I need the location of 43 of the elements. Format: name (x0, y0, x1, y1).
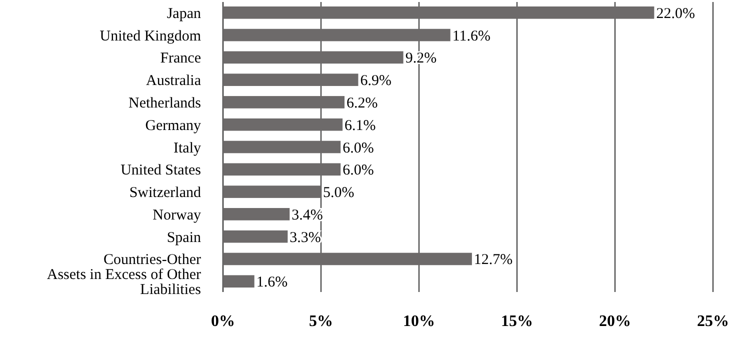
y-tick-label: Norway (152, 207, 202, 224)
bar (223, 74, 358, 86)
bar (223, 140, 341, 154)
x-tick-label: 10% (403, 313, 435, 330)
data-label: 11.6% (452, 28, 491, 44)
bar (223, 186, 321, 198)
data-label: 1.6% (256, 274, 288, 291)
x-tick-label: 25% (697, 313, 729, 330)
data-label: 6.0% (342, 162, 374, 179)
data-label: 6.1% (344, 118, 376, 134)
x-tick-label: 0% (211, 313, 235, 330)
y-tick-label: France (160, 50, 202, 67)
y-tick-label: Germany (145, 118, 202, 134)
y-tick-label: Spain (166, 230, 202, 246)
data-label: 6.2% (346, 95, 378, 112)
y-tick-label: United Kingdom (100, 28, 202, 44)
y-tick-label: United States (120, 162, 202, 179)
x-tick-label: 5% (309, 313, 333, 330)
data-label: 3.3% (290, 230, 321, 246)
bar (223, 252, 472, 266)
x-tick-label: 15% (501, 313, 533, 330)
bar (223, 6, 654, 19)
bar (223, 96, 345, 108)
y-tick-label: Assets in Excess of Other Liabilities (46, 267, 202, 298)
y-tick-label: Switzerland (129, 185, 202, 202)
bar (223, 118, 343, 131)
bar (223, 28, 450, 42)
y-tick-label: Netherlands (128, 95, 202, 112)
y-tick-label: Countries-Other (104, 252, 201, 268)
bar (223, 51, 404, 64)
bar (223, 208, 290, 220)
bar (223, 230, 288, 243)
data-label: 22.0% (656, 6, 695, 22)
bar (223, 163, 341, 176)
data-label: 12.7% (474, 252, 513, 268)
data-label: 5.0% (323, 185, 354, 202)
bar (223, 275, 254, 288)
x-tick-label: 20% (599, 313, 631, 330)
y-tick-label: Italy (174, 140, 202, 156)
y-tick-label: Japan (166, 6, 202, 22)
data-label: 6.9% (360, 73, 392, 90)
data-label: 6.0% (342, 140, 374, 156)
y-tick-label: Australia (146, 73, 202, 90)
